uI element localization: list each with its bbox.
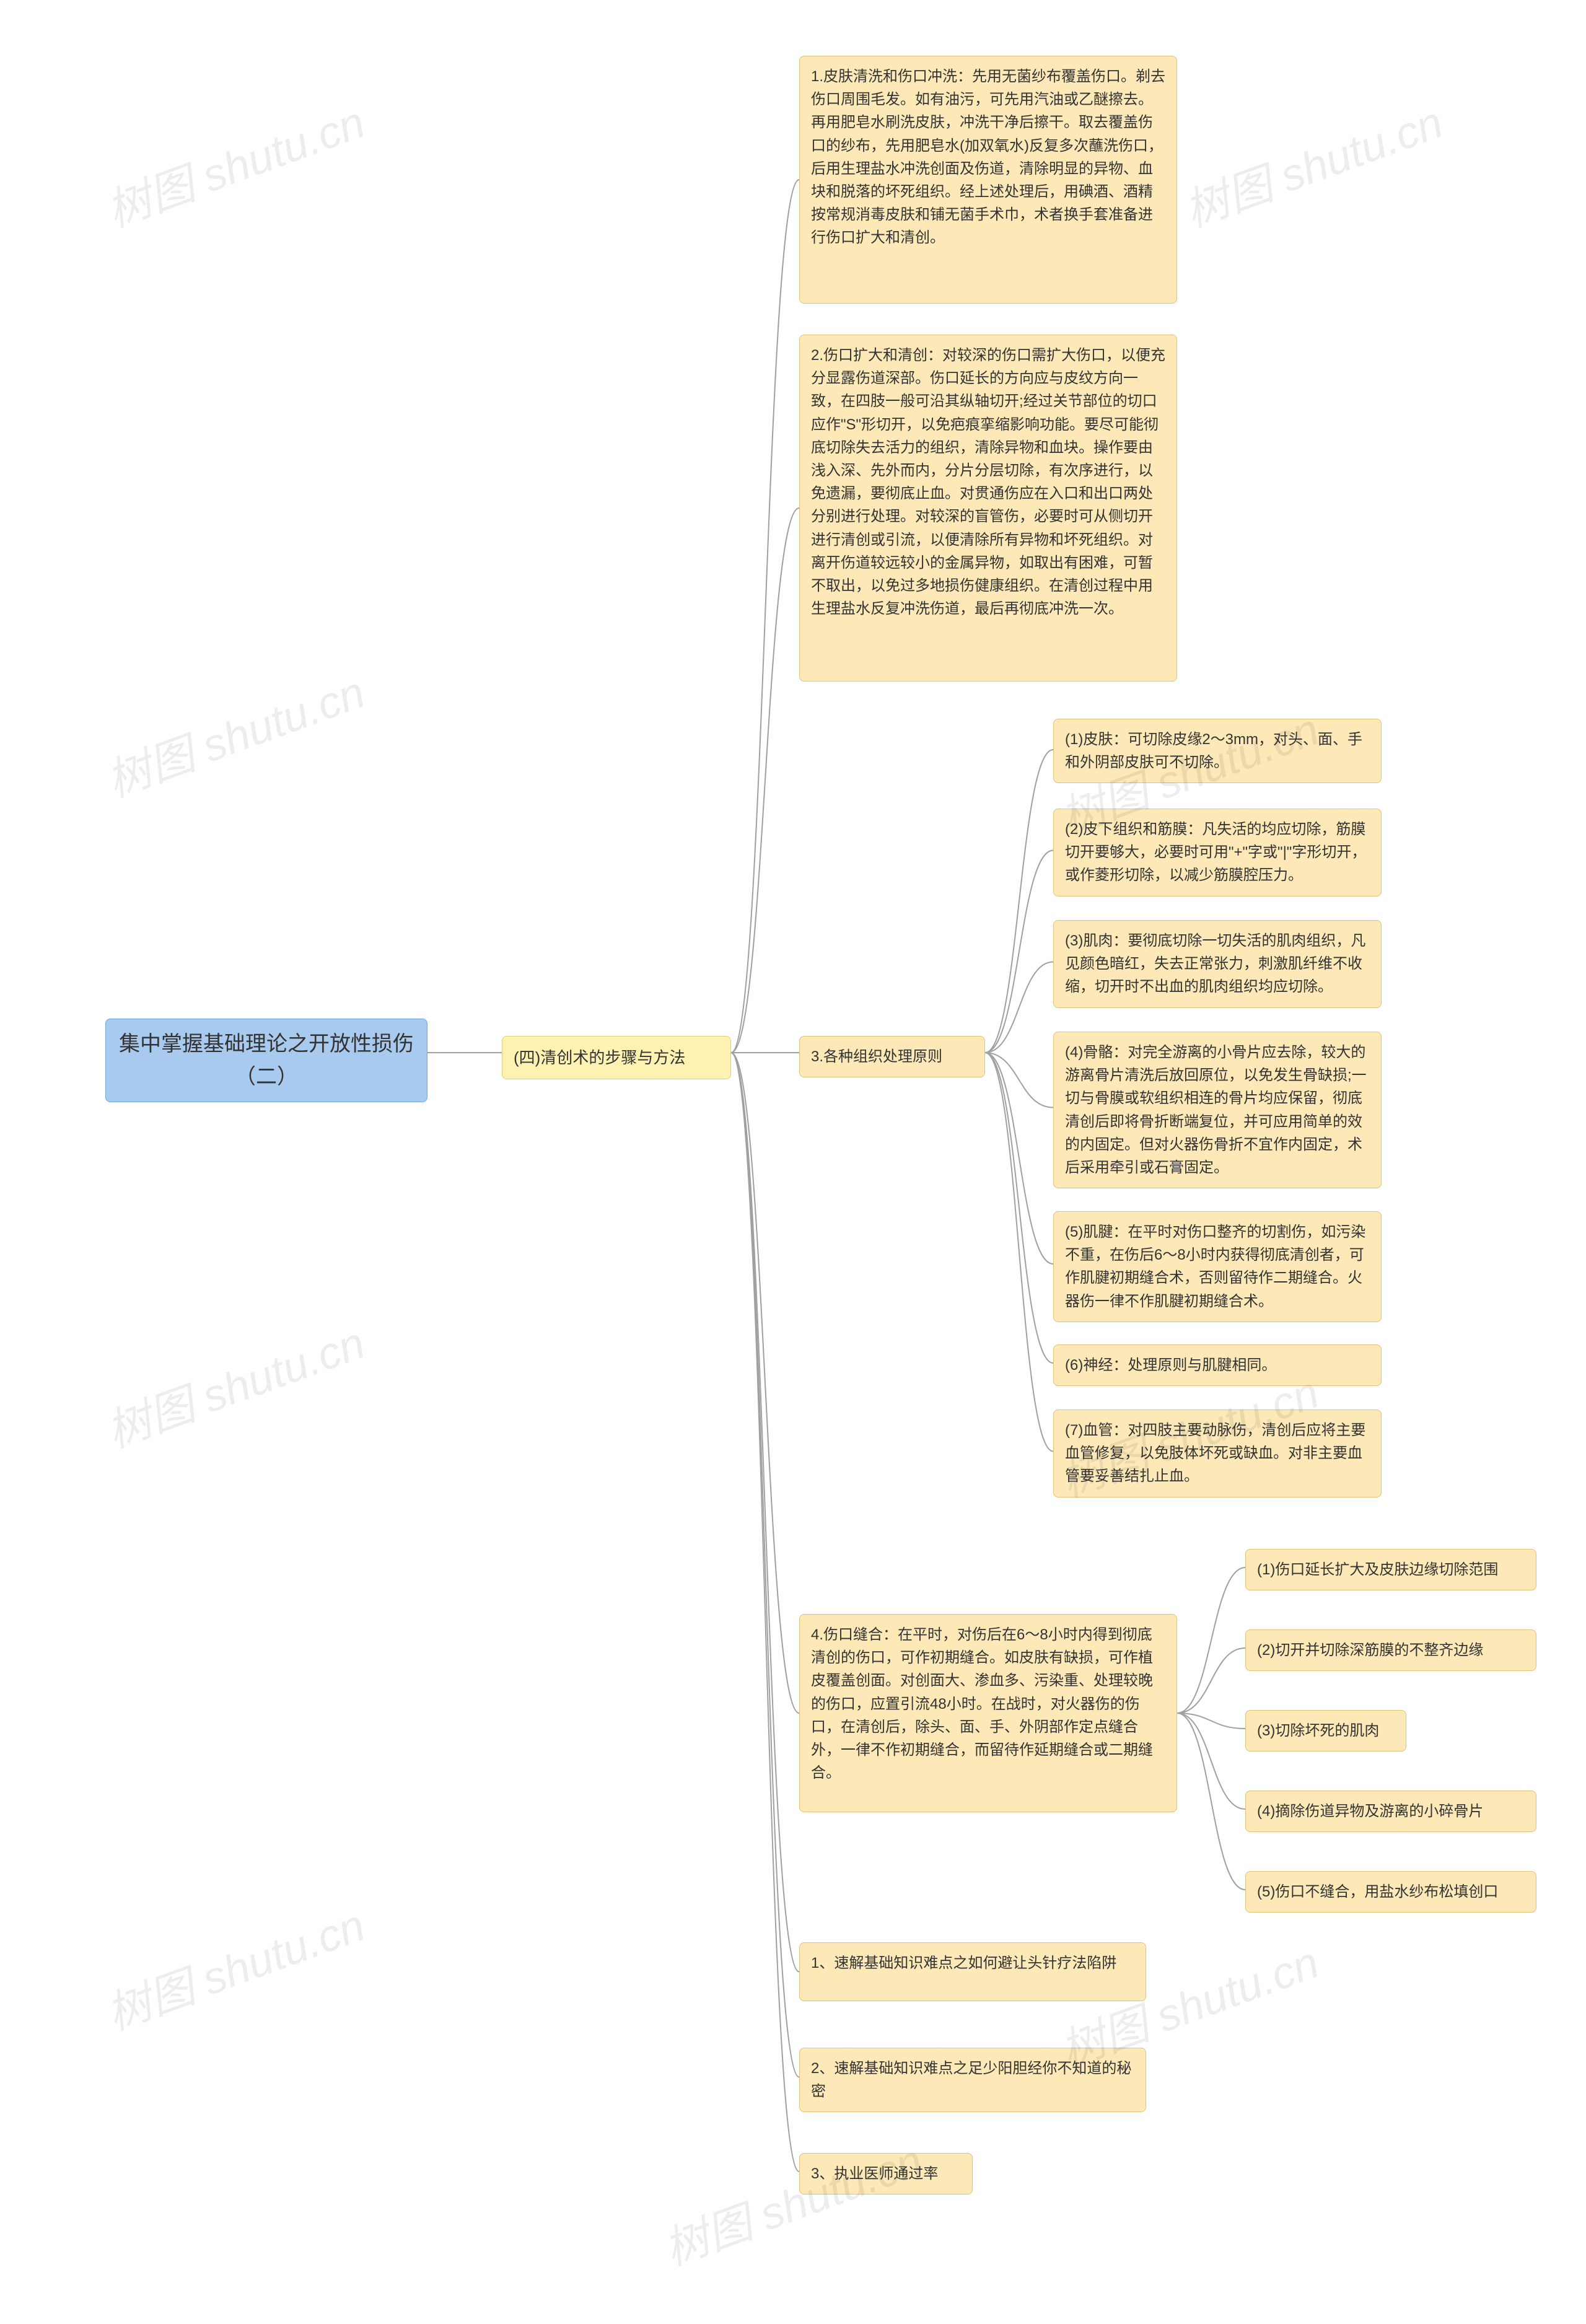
edge-n3-n3_3 (985, 962, 1053, 1053)
node-n7: 3、执业医师通过率 (799, 2153, 973, 2195)
node-n3_1: (1)皮肤：可切除皮缘2～3mm，对头、面、手和外阴部皮肤可不切除。 (1053, 719, 1382, 783)
edge-n4-n4_3 (1177, 1713, 1245, 1729)
node-n3_7: (7)血管：对四肢主要动脉伤，清创后应将主要血管修复，以免肢体坏死或缺血。对非主… (1053, 1410, 1382, 1497)
watermark: 树图 shutu.cn (654, 2124, 930, 2278)
edge-n3-n3_1 (985, 750, 1053, 1053)
edge-n4-n4_4 (1177, 1713, 1245, 1809)
watermark: 树图 shutu.cn (96, 86, 372, 240)
edge-branch-n4 (731, 1053, 799, 1713)
edge-branch-n7 (731, 1053, 799, 2172)
node-branch: (四)清创术的步骤与方法 (502, 1036, 731, 1079)
node-n3_6: (6)神经：处理原则与肌腱相同。 (1053, 1344, 1382, 1386)
edge-n4-n4_2 (1177, 1648, 1245, 1713)
node-n4_4: (4)摘除伤道异物及游离的小碎骨片 (1245, 1791, 1536, 1832)
edge-n3-n3_6 (985, 1053, 1053, 1363)
edge-n3-n3_2 (985, 851, 1053, 1053)
node-n3_3: (3)肌肉：要彻底切除一切失活的肌肉组织，凡见颜色暗红，失去正常张力，刺激肌纤维… (1053, 920, 1382, 1008)
node-n5: 1、速解基础知识难点之如何避让头针疗法陷阱 (799, 1942, 1146, 2001)
watermark: 树图 shutu.cn (96, 1889, 372, 2043)
node-n4_3: (3)切除坏死的肌肉 (1245, 1710, 1406, 1752)
node-n3_5: (5)肌腱：在平时对伤口整齐的切割伤，如污染不重，在伤后6～8小时内获得彻底清创… (1053, 1211, 1382, 1322)
watermark: 树图 shutu.cn (1174, 86, 1450, 240)
edge-branch-n1 (731, 180, 799, 1053)
edge-n4-n4_1 (1177, 1568, 1245, 1713)
edge-n3-n3_5 (985, 1053, 1053, 1264)
node-n4_5: (5)伤口不缝合，用盐水纱布松填创口 (1245, 1871, 1536, 1913)
edge-branch-n6 (731, 1053, 799, 2077)
node-n2: 2.伤口扩大和清创：对较深的伤口需扩大伤口，以便充分显露伤道深部。伤口延长的方向… (799, 335, 1177, 682)
edge-n4-n4_5 (1177, 1713, 1245, 1890)
node-n3_4: (4)骨骼：对完全游离的小骨片应去除，较大的游离骨片清洗后放回原位，以免发生骨缺… (1053, 1032, 1382, 1188)
node-n4: 4.伤口缝合：在平时，对伤后在6～8小时内得到彻底清创的伤口，可作初期缝合。如皮… (799, 1614, 1177, 1812)
edge-branch-n5 (731, 1053, 799, 1972)
node-n1: 1.皮肤清洗和伤口冲洗：先用无菌纱布覆盖伤口。剃去伤口周围毛发。如有油污，可先用… (799, 56, 1177, 304)
edge-n3-n3_7 (985, 1053, 1053, 1452)
node-n3: 3.各种组织处理原则 (799, 1036, 985, 1077)
node-n4_2: (2)切开并切除深筋膜的不整齐边缘 (1245, 1629, 1536, 1671)
node-root: 集中掌握基础理论之开放性损伤（二） (105, 1019, 427, 1102)
node-n3_2: (2)皮下组织和筋膜：凡失活的均应切除，筋膜切开要够大，必要时可用"+"字或"|… (1053, 809, 1382, 897)
watermark: 树图 shutu.cn (96, 656, 372, 810)
edge-n3-n3_4 (985, 1053, 1053, 1108)
node-n4_1: (1)伤口延长扩大及皮肤边缘切除范围 (1245, 1549, 1536, 1590)
edge-branch-n2 (731, 508, 799, 1053)
watermark: 树图 shutu.cn (96, 1307, 372, 1460)
node-n6: 2、速解基础知识难点之足少阳胆经你不知道的秘密 (799, 2048, 1146, 2112)
